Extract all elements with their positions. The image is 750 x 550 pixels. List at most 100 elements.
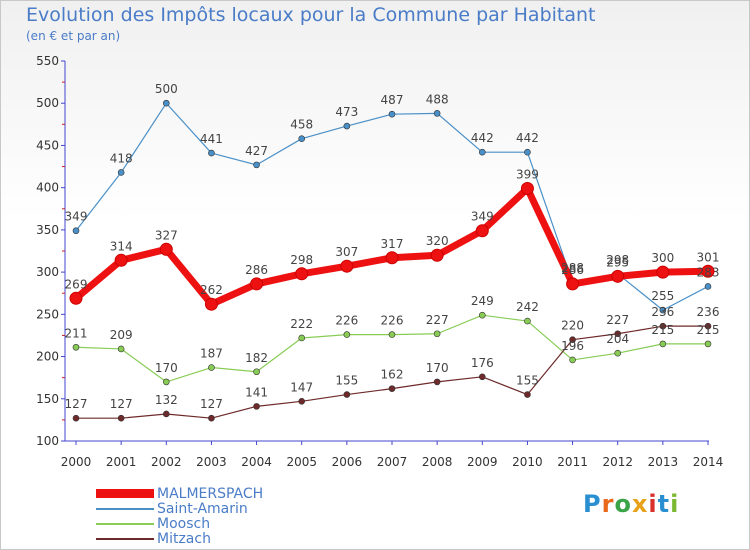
data-point	[253, 403, 260, 410]
data-label: 155	[335, 374, 358, 388]
data-label: 187	[200, 347, 223, 361]
x-tick-label: 2006	[332, 455, 363, 469]
data-label: 227	[426, 313, 449, 327]
data-point	[566, 277, 580, 291]
y-tick-label: 200	[36, 350, 59, 364]
data-point	[117, 414, 125, 422]
data-label: 236	[651, 305, 674, 319]
data-point	[524, 317, 531, 325]
data-label: 286	[561, 263, 584, 277]
data-point	[298, 135, 306, 142]
data-point	[253, 161, 260, 169]
logo-letter: i	[670, 490, 680, 518]
x-tick-label: 2010	[512, 455, 543, 469]
data-point	[385, 251, 399, 265]
y-tick-label: 350	[36, 223, 59, 237]
data-point	[569, 336, 576, 343]
logo-letter: t	[657, 490, 671, 518]
data-label: 127	[110, 397, 133, 411]
data-point	[162, 410, 170, 418]
x-tick-label: 2007	[377, 455, 408, 469]
data-label: 298	[290, 253, 313, 267]
data-label: 222	[290, 317, 313, 331]
data-label: 317	[381, 237, 404, 251]
data-point	[69, 291, 83, 305]
data-label: 255	[651, 289, 674, 303]
data-point	[614, 349, 622, 357]
data-point	[701, 264, 715, 278]
logo-letter: o	[614, 490, 632, 518]
chart-subtitle: (en € et par an)	[26, 29, 121, 43]
data-label: 300	[651, 251, 674, 265]
chart-title: Evolution des Impôts locaux pour la Comm…	[26, 4, 596, 26]
data-label: 227	[606, 313, 629, 327]
data-point	[114, 253, 128, 267]
data-label: 349	[65, 210, 88, 224]
legend-label: MALMERSPACH	[157, 485, 264, 502]
data-label: 442	[471, 131, 494, 145]
data-label: 427	[245, 144, 268, 158]
data-point	[704, 340, 712, 348]
data-label: 399	[516, 168, 539, 182]
data-point	[478, 148, 486, 156]
data-point	[117, 169, 125, 176]
data-label: 242	[516, 300, 539, 314]
data-point	[340, 259, 354, 273]
data-label: 307	[335, 245, 358, 259]
data-label: 162	[381, 368, 404, 382]
data-point	[295, 267, 309, 281]
data-label: 155	[516, 374, 539, 388]
legend-label: Mitzach	[157, 530, 211, 547]
data-label: 442	[516, 131, 539, 145]
data-point	[298, 334, 306, 342]
data-label: 141	[245, 385, 268, 399]
data-point	[343, 122, 351, 130]
data-point	[162, 378, 170, 386]
data-label: 418	[110, 151, 133, 165]
x-tick-label: 2013	[648, 455, 679, 469]
legend-label: Moosch	[157, 515, 211, 532]
x-tick-label: 2005	[286, 455, 317, 469]
data-point	[433, 110, 441, 117]
data-label: 500	[155, 82, 178, 96]
legend-swatch	[96, 507, 154, 510]
x-tick-label: 2011	[557, 455, 588, 469]
data-point	[656, 265, 670, 279]
data-label: 196	[561, 339, 584, 353]
data-label: 204	[606, 332, 629, 346]
data-label: 127	[65, 397, 88, 411]
data-point	[704, 322, 712, 330]
data-label: 320	[426, 234, 449, 248]
data-point	[204, 297, 218, 311]
data-label: 269	[65, 277, 88, 291]
data-point	[343, 391, 351, 398]
data-point	[569, 356, 576, 364]
legend-item-mitzach: Mitzach	[96, 530, 211, 547]
x-tick-label: 2003	[196, 455, 227, 469]
data-point	[72, 414, 80, 422]
data-label: 298	[606, 253, 629, 267]
data-label: 127	[200, 397, 223, 411]
data-point	[478, 373, 486, 381]
data-label: 226	[381, 314, 404, 328]
data-point	[253, 368, 260, 376]
data-point	[524, 148, 531, 156]
data-point	[704, 283, 712, 290]
data-point	[72, 227, 80, 235]
data-label: 314	[110, 239, 133, 253]
data-point	[388, 110, 396, 118]
data-label: 215	[697, 323, 720, 337]
logo-letter: P	[583, 490, 602, 518]
data-label: 487	[381, 93, 404, 107]
data-point	[659, 340, 667, 348]
y-tick-label: 100	[36, 434, 59, 448]
x-tick-label: 2002	[151, 455, 182, 469]
data-label: 211	[65, 326, 88, 340]
data-point	[388, 385, 396, 392]
data-point	[208, 364, 215, 371]
logo-letter: i	[648, 490, 658, 518]
data-label: 327	[155, 228, 178, 242]
data-label: 170	[155, 361, 178, 375]
